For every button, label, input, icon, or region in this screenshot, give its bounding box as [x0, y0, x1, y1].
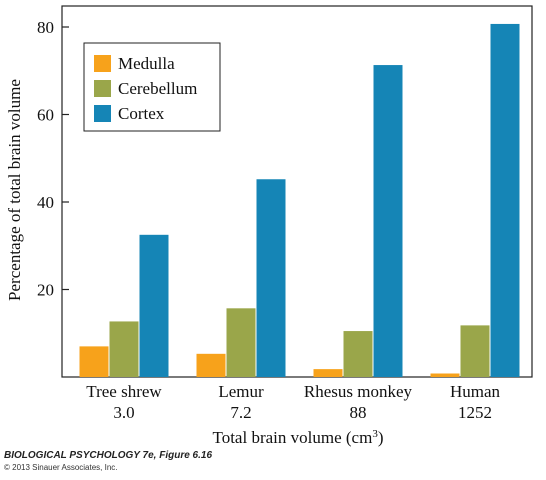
- x-category-volume: 3.0: [113, 403, 134, 422]
- x-category-label: Tree shrew: [86, 382, 162, 401]
- bar-cerebellum-tree-shrew: [109, 321, 139, 377]
- x-axis-labels: Tree shrew 3.0 Lemur 7.2 Rhesus monkey 88 Huma…: [86, 382, 500, 422]
- legend-label-cerebellum: Cerebellum: [118, 79, 197, 98]
- y-tick-label: 40: [37, 193, 54, 212]
- bar-cerebellum-human: [460, 325, 490, 377]
- bar-medulla-rhesus-monkey: [313, 369, 343, 377]
- y-tick-label: 20: [37, 281, 54, 300]
- x-category-volume: 7.2: [230, 403, 251, 422]
- bar-cerebellum-rhesus-monkey: [343, 331, 373, 377]
- figure-credit: BIOLOGICAL PSYCHOLOGY 7e, Figure 6.16 © …: [4, 451, 212, 472]
- bar-cortex-lemur: [256, 179, 286, 377]
- bar-cortex-human: [490, 23, 520, 377]
- x-axis-label-superscript: 3: [372, 428, 378, 440]
- x-axis-label-text: Total brain volume (cm: [213, 428, 373, 447]
- legend-label-cortex: Cortex: [118, 104, 165, 123]
- bar-medulla-lemur: [196, 353, 226, 377]
- plot-frame: [61, 5, 533, 378]
- bar-medulla-human: [430, 373, 460, 377]
- bars: [79, 23, 520, 377]
- bar-medulla-tree-shrew: [79, 346, 109, 377]
- legend-swatch-medulla: [94, 55, 111, 72]
- y-axis: 20 40 60 80: [37, 18, 69, 300]
- x-category-label: Rhesus monkey: [304, 382, 413, 401]
- y-tick-label: 80: [37, 18, 54, 37]
- y-axis-label: Percentage of total brain volume: [5, 79, 24, 301]
- bar-cortex-tree-shrew: [139, 234, 169, 377]
- legend-label-medulla: Medulla: [118, 54, 175, 73]
- legend: Medulla Cerebellum Cortex: [83, 42, 221, 132]
- y-tick-label: 60: [37, 106, 54, 125]
- x-category-label: Lemur: [218, 382, 264, 401]
- x-category-label: Human: [450, 382, 501, 401]
- legend-swatch-cerebellum: [94, 80, 111, 97]
- bar-cerebellum-lemur: [226, 308, 256, 377]
- bar-cortex-rhesus-monkey: [373, 65, 403, 377]
- x-axis-label: Total brain volume (cm3): [213, 428, 384, 447]
- legend-swatch-cortex: [94, 105, 111, 122]
- x-axis-label-suffix: ): [378, 428, 384, 447]
- credit-title: BIOLOGICAL PSYCHOLOGY 7e, Figure 6.16: [4, 450, 213, 461]
- x-category-volume: 88: [350, 403, 367, 422]
- credit-copyright: © 2013 Sinauer Associates, Inc.: [4, 463, 118, 472]
- x-category-volume: 1252: [458, 403, 492, 422]
